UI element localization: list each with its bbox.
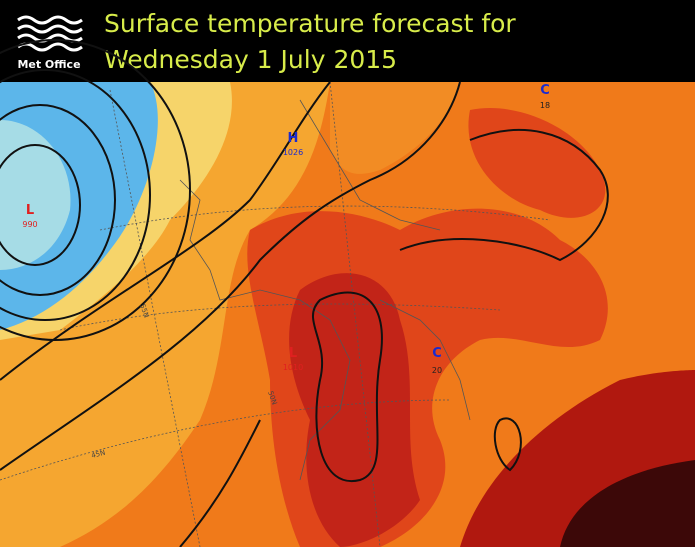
system-letter: L bbox=[289, 346, 297, 361]
map: H 1026 L 990 L 1010 C 18 C 20 55N 50N 45… bbox=[0, 39, 695, 547]
latitude-label: 45N bbox=[90, 449, 106, 460]
system-pressure: 20 bbox=[432, 366, 442, 375]
temp-field bbox=[468, 108, 606, 218]
temp-field bbox=[330, 82, 460, 174]
temp-field bbox=[560, 460, 695, 547]
isobars bbox=[0, 39, 609, 547]
system-letter: L bbox=[26, 203, 34, 218]
system-letter: H bbox=[288, 131, 299, 146]
system-pressure: 990 bbox=[22, 220, 37, 229]
temp-field bbox=[0, 120, 71, 270]
system-pressure: 1010 bbox=[283, 363, 303, 372]
title-line: Wednesday 1 July 2015 bbox=[104, 45, 397, 74]
header-bar bbox=[0, 0, 695, 82]
coastlines bbox=[179, 99, 471, 481]
title-line: Surface temperature forecast for bbox=[104, 9, 516, 38]
system-pressure: 18 bbox=[540, 101, 550, 110]
system-letter: C bbox=[540, 83, 550, 98]
system-letter: C bbox=[432, 346, 442, 361]
system-pressure: 1026 bbox=[283, 148, 303, 157]
logo-text: Met Office bbox=[17, 58, 80, 71]
temp-field bbox=[289, 273, 420, 547]
